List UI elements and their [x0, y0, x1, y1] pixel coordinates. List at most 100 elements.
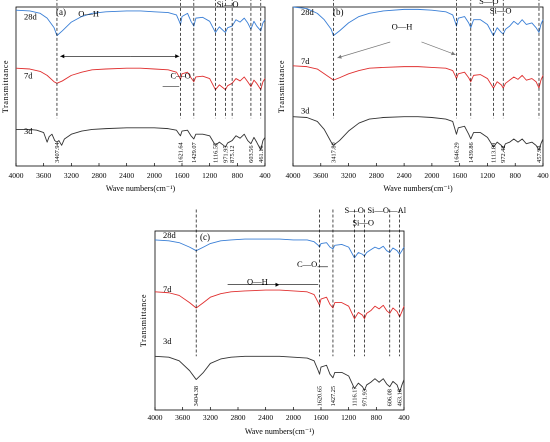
bond-annotation: S—O	[345, 205, 364, 215]
series-label-28d: 28d	[163, 230, 177, 240]
series-label-28d: 28d	[24, 12, 38, 22]
x-tick-label: 2800	[231, 413, 246, 422]
x-tick-label: 1200	[341, 413, 356, 422]
plot-frame	[154, 230, 405, 411]
x-tick-label: 3600	[36, 171, 51, 180]
plot-frame	[292, 6, 544, 167]
x-tick-label: 400	[537, 171, 549, 180]
x-tick-label: 1200	[480, 171, 495, 180]
series-label-7d: 7d	[163, 284, 172, 294]
peak-label: 1116.55	[212, 143, 219, 163]
x-tick-label: 1600	[175, 171, 190, 180]
x-tick-label: 2000	[147, 171, 162, 180]
y-axis-label: Transmittance	[139, 294, 148, 347]
peak-label: 971.93	[361, 389, 368, 406]
series-line-7d	[154, 289, 405, 320]
bond-annotation: Si—O	[217, 0, 239, 9]
peak-label: 875.12	[229, 145, 236, 162]
y-axis-label: Transmittance	[277, 60, 286, 113]
peak-label: 1620.65	[317, 386, 324, 406]
panel-c: 4000 3600 3200 2800 2400 2000 1600 1200 800 400 Wa…	[139, 205, 410, 436]
peak-label: 461.16	[258, 145, 265, 162]
peak-label: 972.42	[500, 145, 507, 162]
x-tick-label: 1600	[452, 171, 467, 180]
x-axis-label: Wave numbers(cm⁻¹)	[106, 184, 176, 193]
peak-label: 1113.89	[490, 143, 497, 163]
series-line-3d	[292, 116, 544, 151]
panel-b: 4000 3600 3200 2800 2400 2000 1600 1200 800 400 Wa…	[277, 0, 549, 193]
peak-label: 971.95	[222, 145, 229, 162]
bond-annotation: Si—O	[352, 218, 374, 228]
bond-annotation: S—O	[479, 0, 498, 6]
x-tick-label: 2400	[119, 171, 134, 180]
series-line-28d	[154, 238, 405, 259]
bond-annotation: C—O	[170, 71, 190, 81]
bond-annotation: O—H	[78, 9, 99, 19]
series-line-7d	[15, 67, 266, 91]
peak-label: 1439.86	[468, 142, 475, 162]
plot-frame	[15, 6, 266, 167]
series-line-7d	[292, 65, 544, 89]
series-label-28d: 28d	[301, 7, 315, 17]
bond-annotation: Si—O—Al	[367, 205, 406, 215]
peak-label: 3404.38	[193, 386, 200, 406]
peak-label: 1621.64	[178, 142, 185, 163]
x-tick-label: 3600	[175, 413, 190, 422]
y-axis-label: Transmittance	[1, 60, 10, 113]
series-line-28d	[292, 6, 544, 37]
bond-annotation: O—H	[392, 21, 413, 31]
series-label-3d: 3d	[163, 336, 172, 346]
x-tick-label: 2000	[424, 171, 439, 180]
series-line-28d	[15, 9, 266, 37]
bond-annotation: Si—O	[490, 5, 512, 15]
peak-label: 603.56	[248, 145, 255, 162]
series-label-3d: 3d	[301, 106, 310, 116]
x-tick-label: 3600	[313, 171, 328, 180]
arrow-head	[60, 54, 65, 59]
x-tick-label: 400	[259, 171, 271, 180]
x-tick-label: 3200	[203, 413, 218, 422]
series-line-3d	[154, 355, 405, 393]
panel-label: (a)	[56, 7, 66, 17]
x-tick-label: 800	[232, 171, 244, 180]
annotation-arrow	[421, 41, 456, 56]
x-axis-label: Wave numbers(cm⁻¹)	[245, 427, 315, 436]
x-tick-label: 400	[398, 413, 410, 422]
series-line-3d	[16, 127, 266, 151]
series-label-3d: 3d	[24, 126, 33, 136]
peak-label: 1429.07	[191, 142, 198, 162]
x-axis-label: Wave numbers(cm⁻¹)	[383, 184, 453, 193]
x-tick-label: 800	[371, 413, 383, 422]
peak-label: 3417.80	[330, 142, 337, 162]
arrow-head	[337, 54, 342, 59]
arrow-head	[451, 51, 456, 56]
peak-label: 1427.25	[330, 386, 337, 406]
x-tick-label: 3200	[64, 171, 79, 180]
x-tick-label: 4000	[148, 413, 163, 422]
x-tick-label: 1200	[202, 171, 217, 180]
x-tick-label: 2800	[92, 171, 107, 180]
peak-label: 1646.29	[453, 142, 460, 162]
x-tick-label: 4000	[9, 171, 24, 180]
annotation-arrow	[337, 41, 391, 59]
x-tick-label: 2400	[258, 413, 273, 422]
panel-label: (c)	[200, 232, 210, 242]
bond-annotation: O—H	[247, 277, 268, 287]
series-label-7d: 7d	[301, 56, 310, 66]
series-label-7d: 7d	[24, 71, 33, 81]
x-tick-label: 2400	[397, 171, 412, 180]
peak-label: 3407.94	[54, 142, 61, 163]
x-tick-label: 4000	[286, 171, 301, 180]
x-tick-label: 2000	[286, 413, 301, 422]
peak-label: 606.08	[387, 389, 394, 406]
peak-label: 463.16	[397, 389, 404, 406]
x-tick-label: 2800	[369, 171, 384, 180]
bond-annotation: C—O	[297, 259, 317, 269]
x-tick-label: 800	[510, 171, 522, 180]
x-tick-label: 1600	[314, 413, 329, 422]
panel-a: 4000 3600 3200 2800 2400 2000 1600 1200 800 400 Wa…	[1, 0, 271, 193]
arrow-head	[175, 54, 180, 59]
peak-label: 457.93	[536, 145, 543, 162]
x-tick-label: 3200	[341, 171, 356, 180]
